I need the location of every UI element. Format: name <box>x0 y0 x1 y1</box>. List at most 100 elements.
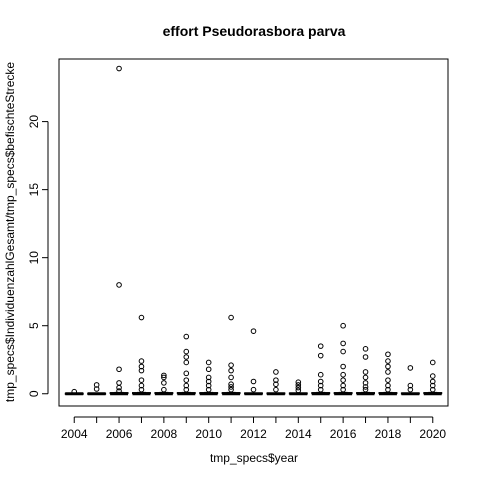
box-2018 <box>378 351 398 396</box>
outlier-point <box>429 359 436 366</box>
outlier-point <box>340 363 346 370</box>
outlier-point <box>116 388 122 394</box>
outlier-point <box>161 374 167 381</box>
outlier-point <box>407 382 414 389</box>
box-2008 <box>154 372 174 396</box>
outlier-point <box>183 354 190 360</box>
outlier-point <box>228 314 234 321</box>
outlier-point <box>228 381 234 388</box>
outlier-point <box>362 369 369 375</box>
outlier-point <box>183 359 190 366</box>
outlier-point <box>183 377 190 383</box>
box-2011 <box>221 314 241 396</box>
outlier-point <box>362 380 369 386</box>
outlier-point <box>273 381 279 388</box>
outlier-point <box>93 386 100 392</box>
outlier-point <box>295 384 302 391</box>
y-axis-label: tmp_specs$IndividuenzahlGesamt/tmp_specs… <box>3 62 17 403</box>
x-tick-label: 2012 <box>240 427 267 441</box>
outlier-point <box>138 358 145 364</box>
outlier-point <box>138 363 145 370</box>
outlier-point <box>429 382 436 389</box>
box-2007 <box>131 314 151 396</box>
outlier-point <box>138 382 145 389</box>
outlier-point <box>183 370 190 377</box>
outlier-point <box>385 363 391 370</box>
outlier-point <box>93 382 100 388</box>
outlier-point <box>273 386 279 393</box>
box-2013 <box>266 369 286 396</box>
outlier-point <box>250 328 257 334</box>
outlier-point <box>429 378 436 385</box>
outlier-point <box>250 386 257 393</box>
outlier-point <box>161 386 167 393</box>
outlier-point <box>250 378 257 385</box>
outlier-point <box>295 387 302 394</box>
outlier-point <box>340 371 346 378</box>
x-tick-label: 2018 <box>375 427 402 441</box>
y-tick-label: 15 <box>27 183 41 197</box>
x-tick-label: 2010 <box>195 427 222 441</box>
outlier-point <box>317 382 324 389</box>
outlier-point <box>362 354 369 360</box>
outlier-point <box>340 386 346 393</box>
outlier-point <box>340 348 346 355</box>
outlier-point <box>429 373 436 379</box>
y-tick-label: 5 <box>27 322 41 329</box>
box-2016 <box>333 322 353 396</box>
outlier-point <box>116 366 122 373</box>
outlier-point <box>385 369 391 375</box>
outlier-point <box>362 346 369 352</box>
x-axis-label: tmp_specs$year <box>210 451 298 465</box>
outlier-point <box>205 374 212 381</box>
x-tick-label: 2004 <box>61 427 88 441</box>
outlier-point <box>71 388 78 395</box>
outlier-point <box>385 358 391 364</box>
outlier-point <box>317 378 324 385</box>
outlier-point <box>228 362 234 368</box>
outlier-point <box>183 333 190 340</box>
outlier-point <box>205 386 212 393</box>
y-tick-label: 0 <box>27 390 41 397</box>
outlier-point <box>138 377 145 383</box>
outlier-point <box>228 374 234 381</box>
outlier-point <box>385 377 391 383</box>
outlier-point <box>116 282 122 288</box>
outlier-point <box>340 340 346 347</box>
box-2014 <box>288 379 308 396</box>
outlier-point <box>317 371 324 378</box>
outlier-point <box>273 377 279 383</box>
outlier-point <box>138 367 145 374</box>
outlier-point <box>295 382 302 388</box>
x-tick-label: 2014 <box>285 427 312 441</box>
box-2010 <box>199 359 219 396</box>
outlier-point <box>116 65 122 72</box>
outlier-point <box>116 384 122 391</box>
outlier-point <box>183 386 190 393</box>
outlier-point <box>183 348 190 355</box>
outlier-point <box>385 351 391 358</box>
outlier-point <box>317 343 324 349</box>
outlier-point <box>138 386 145 393</box>
box-2012 <box>244 328 263 396</box>
chart-title: effort Pseudorasbora parva <box>163 23 346 39</box>
chart-marks: 0 5 10 15 20 2004 2006 2008 2010 2012 2014 2016 2018… <box>27 65 446 441</box>
outlier-point <box>138 314 145 321</box>
box-2009 <box>176 333 196 396</box>
outlier-point <box>205 366 212 373</box>
box-2004 <box>64 388 84 396</box>
outlier-point <box>317 352 324 359</box>
outlier-point <box>407 365 414 371</box>
outlier-point <box>295 379 302 385</box>
outlier-point <box>116 380 122 386</box>
x-tick-label: 2020 <box>419 427 446 441</box>
box-2015 <box>311 343 331 396</box>
outlier-point <box>205 382 212 389</box>
outlier-point <box>183 382 190 389</box>
outlier-point <box>407 386 414 393</box>
outlier-point <box>273 369 279 375</box>
outlier-point <box>205 359 212 366</box>
outlier-point <box>362 374 369 381</box>
outlier-point <box>228 384 234 390</box>
